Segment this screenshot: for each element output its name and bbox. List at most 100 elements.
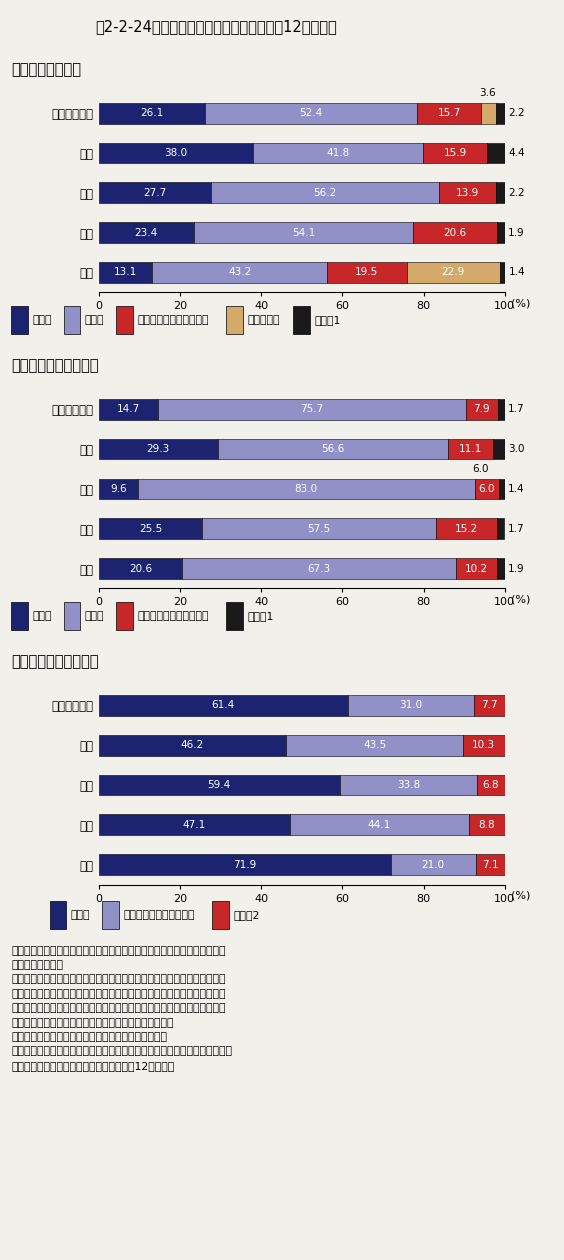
Bar — [205, 103, 417, 123]
Text: その他2: その他2 — [233, 910, 260, 920]
Bar — [99, 479, 138, 499]
Bar — [99, 775, 340, 795]
FancyBboxPatch shape — [226, 306, 243, 334]
Bar — [138, 479, 475, 499]
Text: 46.2: 46.2 — [181, 740, 204, 750]
Bar — [99, 696, 348, 716]
Text: 38.0: 38.0 — [164, 147, 187, 158]
FancyBboxPatch shape — [64, 306, 80, 334]
Bar — [211, 183, 439, 203]
Bar — [99, 222, 193, 243]
Text: 71.9: 71.9 — [233, 859, 256, 869]
Text: その他1: その他1 — [247, 611, 274, 621]
Text: 14.7: 14.7 — [117, 404, 140, 415]
Text: 83.0: 83.0 — [294, 484, 318, 494]
Text: 就職者: 就職者 — [85, 315, 104, 325]
FancyBboxPatch shape — [293, 306, 310, 334]
Bar — [423, 142, 487, 164]
Bar — [496, 103, 505, 123]
Bar — [497, 518, 504, 539]
Bar — [413, 222, 497, 243]
Text: 15.7: 15.7 — [438, 108, 461, 118]
Text: 27.7: 27.7 — [143, 188, 166, 198]
Text: 2.2: 2.2 — [508, 188, 525, 198]
Text: 75.7: 75.7 — [301, 404, 324, 415]
Text: 26.1: 26.1 — [140, 108, 164, 118]
Text: 43.5: 43.5 — [363, 740, 386, 750]
Text: 47.1: 47.1 — [183, 820, 206, 830]
FancyBboxPatch shape — [116, 306, 133, 334]
Text: 3.0: 3.0 — [508, 444, 525, 454]
Text: 1.4: 1.4 — [508, 484, 525, 494]
Bar — [417, 103, 481, 123]
Text: 44.1: 44.1 — [368, 820, 391, 830]
Text: 7.1: 7.1 — [482, 859, 499, 869]
Bar — [500, 262, 505, 282]
Text: 1.7: 1.7 — [508, 524, 525, 534]
Text: 10.3: 10.3 — [472, 740, 495, 750]
Bar — [99, 854, 391, 874]
Text: 52.4: 52.4 — [299, 108, 323, 118]
Text: 第2-2-24図　大学の学位別進路動向（平成12年３月）: 第2-2-24図 大学の学位別進路動向（平成12年３月） — [95, 19, 337, 34]
Text: 4.4: 4.4 — [508, 147, 525, 158]
Text: 2.2: 2.2 — [508, 108, 525, 118]
Bar — [499, 479, 505, 499]
Text: （２）修士課程修了時: （２）修士課程修了時 — [11, 358, 99, 373]
Bar — [182, 558, 456, 578]
Text: 59.4: 59.4 — [208, 780, 231, 790]
Bar — [99, 814, 290, 835]
Text: 1.9: 1.9 — [508, 228, 525, 238]
FancyBboxPatch shape — [226, 602, 243, 630]
Bar — [202, 518, 436, 539]
Bar — [497, 558, 505, 578]
Bar — [492, 438, 505, 460]
FancyBboxPatch shape — [11, 602, 28, 630]
Bar — [391, 854, 476, 874]
FancyBboxPatch shape — [103, 901, 119, 929]
Text: 56.2: 56.2 — [314, 188, 337, 198]
Bar — [327, 262, 407, 282]
Text: (%): (%) — [511, 595, 530, 605]
Text: 57.5: 57.5 — [307, 524, 331, 534]
Bar — [447, 438, 492, 460]
Text: 就職が決まっていない者: 就職が決まっていない者 — [137, 611, 209, 621]
Bar — [99, 399, 158, 420]
Bar — [456, 558, 497, 578]
Bar — [407, 262, 500, 282]
Bar — [497, 222, 505, 243]
Bar — [99, 735, 287, 756]
Text: その他1: その他1 — [314, 315, 341, 325]
Text: 23.4: 23.4 — [135, 228, 158, 238]
Text: 31.0: 31.0 — [399, 701, 422, 711]
Text: 13.9: 13.9 — [456, 188, 479, 198]
Text: (%): (%) — [511, 299, 530, 309]
Text: 就職が決まっていない者: 就職が決まっていない者 — [124, 910, 195, 920]
FancyBboxPatch shape — [213, 901, 229, 929]
Bar — [477, 775, 505, 795]
Text: 11.1: 11.1 — [459, 444, 482, 454]
Text: 25.5: 25.5 — [139, 524, 162, 534]
Bar — [436, 518, 497, 539]
Text: 22.9: 22.9 — [442, 267, 465, 277]
Text: 1.4: 1.4 — [508, 267, 525, 277]
Bar — [253, 142, 423, 164]
Bar — [476, 854, 505, 874]
Text: 9.6: 9.6 — [110, 484, 126, 494]
Text: 就職者: 就職者 — [71, 910, 90, 920]
Text: (%): (%) — [511, 891, 530, 901]
Text: 注）１．「自然科学平均」とは、理学・工学・農学・保健の合計の平均値
　　　　である。
　　２．「就職が決まっていない者」とは、一時的な仕事に就いた者、家
　　　: 注）１．「自然科学平均」とは、理学・工学・農学・保健の合計の平均値 である。 ２… — [11, 946, 232, 1071]
Text: 1.9: 1.9 — [508, 563, 525, 573]
Text: 15.2: 15.2 — [455, 524, 478, 534]
Text: 6.0: 6.0 — [473, 464, 489, 474]
FancyBboxPatch shape — [11, 306, 28, 334]
Bar — [99, 142, 253, 164]
Bar — [152, 262, 327, 282]
Text: 33.8: 33.8 — [397, 780, 420, 790]
FancyBboxPatch shape — [116, 602, 133, 630]
Bar — [99, 518, 202, 539]
Bar — [99, 558, 182, 578]
Text: 8.8: 8.8 — [479, 820, 495, 830]
Text: 7.9: 7.9 — [474, 404, 490, 415]
Text: 6.0: 6.0 — [479, 484, 495, 494]
Bar — [496, 183, 505, 203]
